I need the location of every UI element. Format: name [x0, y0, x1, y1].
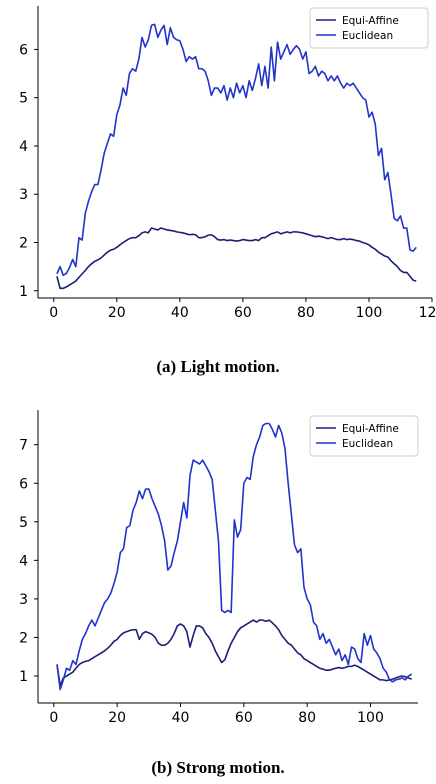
x-tick-label: 0 [49, 305, 58, 321]
series-line-equi-affine [56, 227, 417, 290]
y-tick-label: 7 [19, 438, 28, 454]
y-tick-label: 6 [19, 476, 28, 492]
legend-box [309, 7, 429, 49]
y-tick-label: 3 [19, 187, 28, 203]
series-line-euclidean [56, 23, 417, 277]
x-tick-label: 120 [419, 305, 436, 321]
x-tick-label: 100 [357, 710, 384, 726]
y-tick-label: 2 [19, 630, 28, 646]
legend-label: Euclidean [342, 30, 393, 42]
legend-label: Equi-Affine [342, 423, 399, 435]
chart-caption: (b) Strong motion. [151, 758, 284, 777]
y-tick-label: 2 [19, 235, 28, 251]
y-tick-label: 5 [19, 515, 28, 531]
y-tick-label: 4 [19, 139, 28, 155]
y-tick-label: 1 [19, 284, 28, 300]
x-tick-label: 0 [49, 710, 58, 726]
x-tick-label: 80 [298, 710, 316, 726]
y-tick-label: 5 [19, 91, 28, 107]
chart-strong-motion: 0 20 40 60 80 100 1 2 3 4 5 6 7 Equi-Affine Euclidean (… [19, 410, 419, 777]
legend-label: Euclidean [342, 438, 393, 450]
series-line-equi-affine [56, 619, 412, 687]
chart-light-motion: 0 20 40 60 80 100 120 1 2 3 4 5 6 Equi-Affine Euclidea… [19, 6, 436, 376]
y-tick-label: 4 [19, 553, 28, 569]
chart-caption: (a) Light motion. [156, 357, 279, 376]
series-line-euclidean [56, 422, 413, 691]
x-tick-label: 20 [108, 710, 126, 726]
y-tick-label: 3 [19, 592, 28, 608]
x-tick-label: 40 [171, 305, 189, 321]
x-tick-label: 20 [108, 305, 126, 321]
legend: Equi-Affine Euclidean [309, 7, 429, 49]
legend-label: Equi-Affine [342, 15, 399, 27]
x-tick-label: 60 [235, 710, 253, 726]
y-tick-label: 6 [19, 42, 28, 58]
x-tick-label: 60 [234, 305, 252, 321]
x-tick-label: 100 [356, 305, 383, 321]
y-tick-label: 1 [19, 669, 28, 685]
x-tick-label: 80 [297, 305, 315, 321]
legend: Equi-Affine Euclidean [309, 415, 419, 457]
legend-box [309, 415, 419, 457]
x-tick-label: 40 [172, 710, 190, 726]
